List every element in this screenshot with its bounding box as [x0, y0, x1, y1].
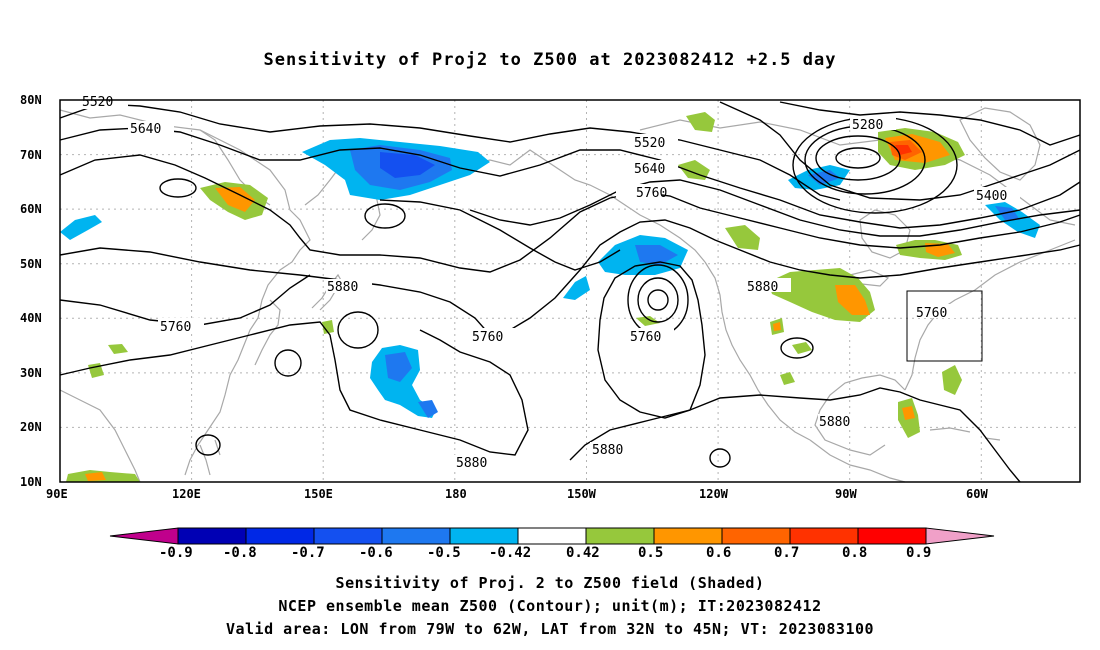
contour-label: 5760	[636, 186, 667, 201]
colorbar-swatch	[585, 527, 655, 545]
lon-label: 120W	[699, 487, 729, 501]
lat-label: 10N	[20, 475, 42, 489]
colorbar-extend-high	[925, 527, 995, 545]
positive-region	[792, 342, 812, 354]
latitude-labels: 80N 70N 60N 50N 40N 30N 20N 10N	[20, 93, 42, 489]
lon-label: 120E	[172, 487, 201, 501]
contour-label: 5760	[160, 320, 191, 335]
lat-label: 80N	[20, 93, 42, 107]
colorbar-swatch	[313, 527, 383, 545]
colorbar-label: -0.7	[291, 545, 325, 561]
lat-label: 30N	[20, 366, 42, 380]
contour-label: 5880	[456, 456, 487, 471]
colorbar-label: 0.6	[706, 545, 731, 561]
positive-region-core	[835, 285, 870, 315]
colorbar-swatch	[857, 527, 927, 545]
colorbar-label: 0.9	[906, 545, 931, 561]
colorbar-label: -0.8	[223, 545, 257, 561]
colorbar-label: -0.42	[489, 545, 531, 561]
negative-region-core	[385, 352, 412, 382]
contour-label: 5760	[472, 330, 503, 345]
colorbar-swatch	[517, 527, 587, 545]
lon-label: 90E	[46, 487, 68, 501]
positive-region-core	[215, 187, 255, 212]
colorbar-swatch	[381, 527, 451, 545]
lat-label: 60N	[20, 202, 42, 216]
contour-label: 5400	[976, 189, 1007, 204]
lon-label: 150W	[567, 487, 597, 501]
contour-label: 5880	[327, 280, 358, 295]
colorbar-labels: -0.9 -0.8 -0.7 -0.6 -0.5 -0.42 0.42 0.5 …	[159, 545, 931, 561]
plot-title: Sensitivity of Proj2 to Z500 at 20230824…	[263, 50, 837, 70]
negative-region	[563, 276, 590, 300]
negative-region-core	[635, 245, 678, 265]
negative-region	[418, 400, 438, 418]
colorbar-label: 0.42	[566, 545, 600, 561]
colorbar-label: -0.6	[359, 545, 393, 561]
lat-label: 40N	[20, 311, 42, 325]
lon-label: 60W	[966, 487, 988, 501]
positive-region-core	[902, 406, 915, 420]
contour-labels: 5520 5640 5760 5880 5880 5880 5880 5880 …	[82, 95, 1020, 471]
contour-label: 5880	[592, 443, 623, 458]
lat-label: 20N	[20, 420, 42, 434]
positive-region	[942, 365, 962, 395]
caption-line-2: NCEP ensemble mean Z500 (Contour); unit(…	[278, 597, 822, 615]
negative-region-core	[380, 152, 435, 178]
colorbar-swatch	[245, 527, 315, 545]
positive-region	[322, 320, 334, 334]
positive-region-core	[773, 322, 781, 331]
sensitivity-shading	[60, 112, 1040, 482]
valid-area-box	[906, 290, 983, 362]
contour-label: 5280	[852, 118, 883, 133]
positive-region	[725, 225, 760, 250]
contour-label: 5880	[747, 280, 778, 295]
colorbar-label: 0.8	[842, 545, 867, 561]
contour-label: 5640	[634, 162, 665, 177]
colorbar-label: -0.9	[159, 545, 193, 561]
contour-label: 5640	[130, 122, 161, 137]
positive-region	[780, 372, 795, 385]
colorbar-label: 0.5	[638, 545, 663, 561]
caption-line-3: Valid area: LON from 79W to 62W, LAT fro…	[225, 620, 875, 638]
z500-contours	[59, 101, 1081, 483]
contour-label: 5880	[819, 415, 850, 430]
colorbar	[109, 527, 995, 545]
contour-label: 5520	[634, 136, 665, 151]
colorbar-extend-low	[109, 527, 179, 545]
positive-region-core	[925, 243, 955, 257]
lon-label: 180	[445, 487, 467, 501]
lon-label: 150E	[304, 487, 333, 501]
lat-label: 50N	[20, 257, 42, 271]
negative-region	[60, 215, 102, 240]
lon-label: 90W	[835, 487, 857, 501]
positive-region	[108, 344, 128, 354]
colorbar-swatch	[789, 527, 859, 545]
lat-label: 70N	[20, 148, 42, 162]
contour-label: 5760	[916, 306, 947, 321]
contour-label: 5760	[630, 330, 661, 345]
positive-region	[686, 112, 715, 132]
colorbar-label: 0.7	[774, 545, 799, 561]
colorbar-label: -0.5	[427, 545, 461, 561]
colorbar-swatch	[721, 527, 791, 545]
colorbar-swatch	[653, 527, 723, 545]
positive-region	[88, 363, 104, 378]
positive-region-core	[85, 472, 106, 481]
longitude-labels: 90E 120E 150E 180 150W 120W 90W 60W	[46, 487, 988, 501]
positive-region	[636, 316, 660, 326]
caption-line-1: Sensitivity of Proj. 2 to Z500 field (Sh…	[335, 574, 765, 592]
colorbar-swatch	[177, 527, 247, 545]
colorbar-swatch	[449, 527, 519, 545]
contour-label: 5520	[82, 95, 113, 110]
